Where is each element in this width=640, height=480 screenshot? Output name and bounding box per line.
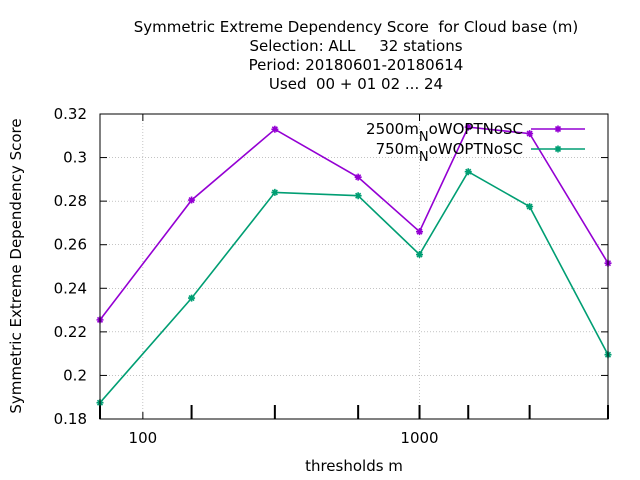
series-line — [99, 126, 609, 321]
title-line-2: Selection: ALL 32 stations — [249, 37, 463, 55]
x-axis-label: thresholds m — [305, 457, 403, 475]
data-point — [271, 188, 279, 196]
legend-marker — [554, 145, 562, 153]
data-point — [526, 203, 534, 211]
series-line — [99, 170, 609, 404]
data-point — [188, 196, 196, 204]
grid-lines — [100, 113, 608, 420]
chart-title: Symmetric Extreme Dependency Score for C… — [0, 18, 640, 94]
data-point — [464, 168, 472, 176]
data-point — [354, 192, 362, 200]
data-point — [464, 123, 472, 131]
y-tick-label: 0.24 — [54, 279, 87, 297]
y-axis-label: Symmetric Extreme Dependency Score — [7, 118, 25, 413]
series-layer — [96, 123, 612, 407]
x-tick-label: 1000 — [400, 429, 438, 447]
x-tick-label: 100 — [129, 429, 158, 447]
data-point — [354, 173, 362, 181]
y-tick-label: 0.2 — [63, 366, 87, 384]
y-tick-label: 0.22 — [54, 323, 87, 341]
data-point — [188, 294, 196, 302]
y-tick-label: 0.18 — [54, 410, 87, 428]
title-line-3: Period: 20180601-20180614 — [248, 56, 464, 74]
data-point — [271, 125, 279, 133]
y-tick-label: 0.32 — [54, 105, 87, 123]
y-tick-label: 0.3 — [63, 149, 87, 167]
y-tick-label: 0.26 — [54, 236, 87, 254]
legend-label: 750mNoWOPTNoSC — [376, 140, 523, 165]
axis-ticks: 0.18 0.2 0.22 0.24 0.26 0.28 0.3 0.32 100 1000 — [54, 105, 609, 447]
y-tick-label: 0.28 — [54, 192, 87, 210]
title-line-1: Symmetric Extreme Dependency Score for C… — [133, 18, 579, 36]
legend-marker — [554, 125, 562, 133]
title-line-4: Used 00 + 01 02 ... 24 — [268, 75, 444, 93]
plot-frame — [99, 113, 609, 420]
data-point — [526, 130, 534, 138]
data-point — [416, 251, 424, 259]
data-point — [416, 228, 424, 236]
